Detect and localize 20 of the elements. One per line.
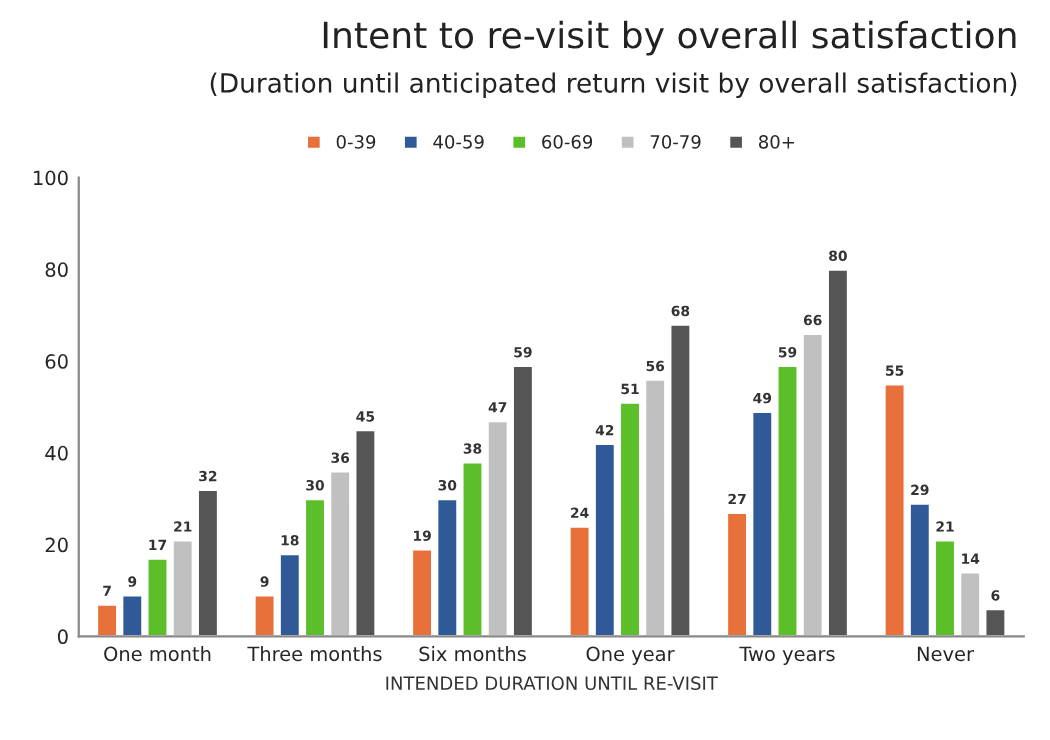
chart-subtitle: (Duration until anticipated return visit by overall satisfaction) <box>210 72 1017 98</box>
y-tick-label: 60 <box>45 354 68 369</box>
chart-title: Intent to re-visit by overall satisfaction <box>323 20 1016 56</box>
x-tick-label: One month <box>104 646 211 662</box>
y-tick-label: 20 <box>45 537 68 553</box>
legend-label: 80+ <box>759 135 794 149</box>
legend-label: 60-69 <box>542 135 593 149</box>
y-tick-label: 0 <box>57 629 68 645</box>
x-tick-label: Three months <box>247 646 382 662</box>
legend-label: 70-79 <box>650 135 701 149</box>
y-tick-label: 40 <box>45 445 68 461</box>
x-tick-label: Never <box>917 646 974 662</box>
y-tick-label: 80 <box>45 262 68 278</box>
x-tick-label: Two years <box>739 646 835 665</box>
x-tick-label: One year <box>586 646 675 665</box>
x-axis-title: INTENDED DURATION UNTIL RE-VISIT <box>386 676 718 691</box>
x-tick-label: Six months <box>419 646 526 662</box>
y-tick-label: 100 <box>34 170 68 186</box>
legend-label: 40-59 <box>433 135 484 149</box>
legend-label: 0-39 <box>336 135 376 149</box>
